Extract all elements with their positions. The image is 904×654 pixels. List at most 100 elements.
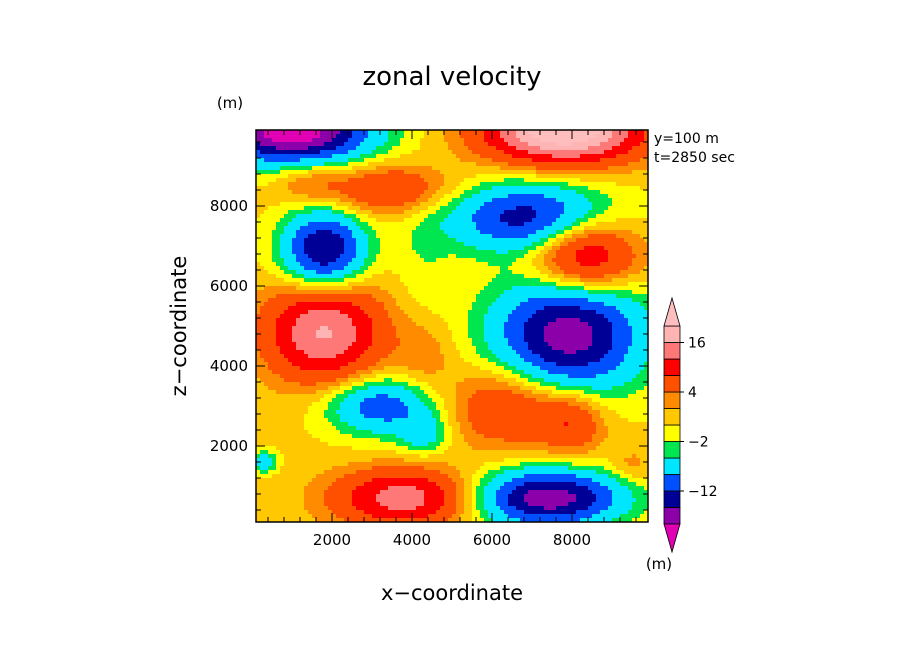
field-cell xyxy=(316,302,321,307)
field-cell xyxy=(272,250,277,255)
field-cell xyxy=(448,402,453,407)
field-cell xyxy=(368,226,373,231)
field-cell xyxy=(304,394,309,399)
field-cell xyxy=(324,210,329,215)
field-cell xyxy=(372,310,377,315)
field-cell xyxy=(376,382,381,387)
field-cell xyxy=(260,154,265,159)
field-cell xyxy=(336,278,341,283)
field-cell xyxy=(436,210,441,215)
field-cell xyxy=(328,242,333,247)
field-cell xyxy=(428,470,433,475)
field-cell xyxy=(368,334,373,339)
field-cell xyxy=(380,230,385,235)
field-cell xyxy=(396,146,401,151)
field-cell xyxy=(424,318,429,323)
field-cell xyxy=(456,226,461,231)
field-cell xyxy=(448,458,453,463)
field-cell xyxy=(360,274,365,279)
field-cell xyxy=(428,382,433,387)
field-cell xyxy=(372,322,377,327)
field-cell xyxy=(416,246,421,251)
field-cell xyxy=(276,398,281,403)
field-cell xyxy=(416,138,421,143)
field-cell xyxy=(400,266,405,271)
field-cell xyxy=(272,206,277,211)
field-cell xyxy=(316,206,321,211)
field-cell xyxy=(264,318,269,323)
field-cell xyxy=(260,350,265,355)
field-cell xyxy=(356,430,361,435)
field-cell xyxy=(332,490,337,495)
field-cell xyxy=(344,402,349,407)
field-cell xyxy=(428,350,433,355)
field-cell xyxy=(428,274,433,279)
field-cell xyxy=(272,318,277,323)
field-cell xyxy=(416,434,421,439)
field-cell xyxy=(420,366,425,371)
field-cell xyxy=(416,206,421,211)
field-cell xyxy=(316,134,321,139)
field-cell xyxy=(364,202,369,207)
field-cell xyxy=(276,338,281,343)
field-cell xyxy=(452,394,457,399)
field-cell xyxy=(456,350,461,355)
field-cell xyxy=(324,170,329,175)
field-cell xyxy=(448,170,453,175)
field-cell xyxy=(452,378,457,383)
field-cell xyxy=(432,342,437,347)
field-cell xyxy=(288,318,293,323)
field-cell xyxy=(272,486,277,491)
field-cell xyxy=(428,322,433,327)
field-cell xyxy=(408,174,413,179)
field-cell xyxy=(420,278,425,283)
field-cell xyxy=(340,366,345,371)
field-cell xyxy=(452,354,457,359)
field-cell xyxy=(332,442,337,447)
field-cell xyxy=(328,422,333,427)
field-cell xyxy=(448,446,453,451)
field-cell xyxy=(320,198,325,203)
field-cell xyxy=(368,146,373,151)
field-cell xyxy=(300,490,305,495)
field-cell xyxy=(260,414,265,419)
field-cell xyxy=(260,138,265,143)
field-cell xyxy=(412,434,417,439)
field-cell xyxy=(300,154,305,159)
field-cell xyxy=(400,242,405,247)
field-cell xyxy=(452,278,457,283)
field-cell xyxy=(440,170,445,175)
field-cell xyxy=(416,226,421,231)
field-cell xyxy=(400,490,405,495)
field-cell xyxy=(316,154,321,159)
field-cell xyxy=(396,282,401,287)
field-cell xyxy=(404,418,409,423)
field-cell xyxy=(360,194,365,199)
field-cell xyxy=(296,198,301,203)
field-cell xyxy=(364,222,369,227)
field-cell xyxy=(256,182,261,187)
field-cell xyxy=(312,502,317,507)
field-cell xyxy=(400,262,405,267)
field-cell xyxy=(372,418,377,423)
field-cell xyxy=(300,130,305,135)
field-cell xyxy=(256,286,261,291)
field-cell xyxy=(456,290,461,295)
field-cell xyxy=(384,262,389,267)
field-cell xyxy=(280,410,285,415)
field-cell xyxy=(288,262,293,267)
field-cell xyxy=(452,422,457,427)
field-cell xyxy=(260,402,265,407)
field-cell xyxy=(300,354,305,359)
field-cell xyxy=(308,178,313,183)
field-cell xyxy=(332,346,337,351)
field-cell xyxy=(360,162,365,167)
field-cell xyxy=(448,262,453,267)
field-cell xyxy=(260,422,265,427)
field-cell xyxy=(400,470,405,475)
field-cell xyxy=(444,282,449,287)
field-cell xyxy=(336,174,341,179)
field-cell xyxy=(332,282,337,287)
field-cell xyxy=(304,134,309,139)
field-cell xyxy=(436,326,441,331)
